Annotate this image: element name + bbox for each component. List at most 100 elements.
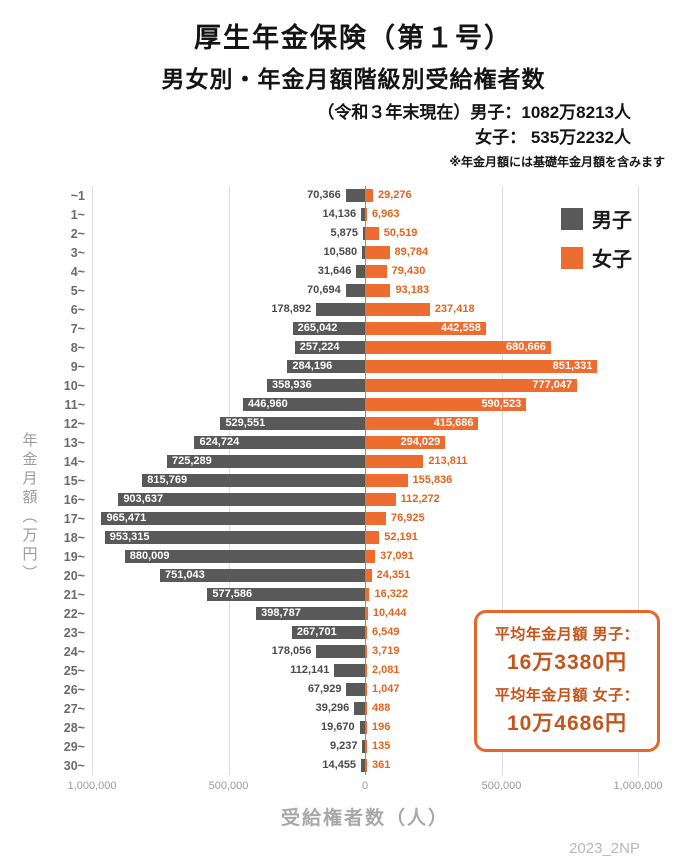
value-label-male: 965,471 bbox=[106, 512, 147, 525]
value-label-male: 10,580 bbox=[323, 246, 358, 259]
x-axis-title: 受給権者数（人） bbox=[280, 808, 449, 830]
female-half: 29,276 bbox=[365, 189, 638, 203]
bar-male: 284,196 bbox=[287, 360, 365, 374]
bar-female bbox=[365, 246, 390, 260]
bar-female: 590,523 bbox=[365, 398, 527, 412]
chart-row: 29~ 9,237 135 bbox=[46, 737, 638, 756]
male-half: 14,455 bbox=[92, 759, 365, 773]
category-label: 22~ bbox=[63, 606, 85, 621]
male-half: 725,289 bbox=[92, 455, 365, 469]
bar-male bbox=[334, 664, 365, 678]
bar-female bbox=[365, 284, 391, 298]
avg-female-label: 平均年金月額 女子： bbox=[494, 687, 640, 705]
female-half: 6,549 bbox=[365, 626, 638, 640]
male-half: 178,056 bbox=[92, 645, 365, 659]
value-label-male: 529,551 bbox=[225, 417, 266, 430]
value-label-male: 112,141 bbox=[290, 664, 330, 677]
chart-row: 30~ 14,455 361 bbox=[46, 756, 638, 775]
bar-female: 777,047 bbox=[365, 379, 578, 393]
bar-male: 953,315 bbox=[104, 531, 365, 545]
bar-male bbox=[361, 208, 365, 222]
bar-female: 294,029 bbox=[365, 436, 446, 450]
chart-row: 6~ 178,892 237,418 bbox=[46, 300, 638, 319]
female-half: 3,719 bbox=[365, 645, 638, 659]
chart-row: 23~ 267,701 6,549 bbox=[46, 623, 638, 642]
male-half: 577,586 bbox=[92, 588, 365, 602]
female-half: 93,183 bbox=[365, 284, 638, 298]
bar-female bbox=[365, 607, 368, 621]
chart-row: 14~ 725,289 213,811 bbox=[46, 452, 638, 471]
value-label-male: 14,455 bbox=[322, 759, 357, 772]
female-half: 590,523 bbox=[365, 398, 638, 412]
bar-female: 442,558 bbox=[365, 322, 486, 336]
category-label: 23~ bbox=[63, 625, 85, 640]
bar-male bbox=[363, 227, 365, 241]
legend-item-female: 女子 bbox=[561, 243, 632, 272]
female-half: 2,081 bbox=[365, 664, 638, 678]
bar-male: 257,224 bbox=[294, 341, 365, 355]
chart-row: ~1 70,366 29,276 bbox=[46, 186, 638, 205]
chart-row: 21~ 577,586 16,322 bbox=[46, 585, 638, 604]
value-label-female: 16,322 bbox=[374, 588, 409, 601]
bar-female bbox=[365, 588, 370, 602]
female-half: 50,519 bbox=[365, 227, 638, 241]
bar-male bbox=[345, 284, 365, 298]
female-half: 294,029 bbox=[365, 436, 638, 450]
bar-male: 529,551 bbox=[220, 417, 365, 431]
value-label-female: 29,276 bbox=[377, 189, 412, 202]
average-annotation-box: 平均年金月額 男子： 16万3380円 平均年金月額 女子： 10万4686円 bbox=[474, 610, 660, 753]
value-label-female: 93,183 bbox=[395, 284, 430, 297]
bar-male bbox=[356, 265, 365, 279]
bar-female bbox=[365, 721, 367, 735]
bar-rows: ~1 70,366 29,276 1~ 14,136 6,963 2~ 5,875 50,519… bbox=[46, 186, 638, 775]
bar-female bbox=[365, 208, 367, 222]
legend: 男子 女子 bbox=[561, 204, 632, 272]
bar-male: 398,787 bbox=[256, 607, 365, 621]
male-half: 31,646 bbox=[92, 265, 365, 279]
value-label-female: 37,091 bbox=[380, 550, 414, 563]
bar-male: 725,289 bbox=[167, 455, 365, 469]
female-half: 361 bbox=[365, 759, 638, 773]
male-half: 880,009 bbox=[92, 550, 365, 564]
bar-female bbox=[365, 645, 367, 659]
avg-male-label: 平均年金月額 男子： bbox=[494, 626, 640, 644]
category-label: 17~ bbox=[63, 511, 85, 526]
bar-male: 446,960 bbox=[242, 398, 365, 412]
value-label-female: 76,925 bbox=[391, 512, 425, 525]
page-title: 厚生年金保険（第１号） bbox=[194, 23, 513, 53]
value-label-female: 1,047 bbox=[372, 683, 400, 696]
value-label-male: 358,936 bbox=[272, 379, 312, 392]
footnote: ※年金月額には基礎年金月額を含みます bbox=[449, 155, 665, 170]
legend-label-male: 男子 bbox=[592, 210, 632, 233]
value-label-female: 590,523 bbox=[481, 398, 522, 411]
male-half: 5,875 bbox=[92, 227, 365, 241]
bar-female bbox=[365, 569, 372, 583]
value-label-male: 815,769 bbox=[147, 474, 188, 487]
category-label: 7~ bbox=[70, 321, 85, 336]
totals: （令和３年末現在）男子：1082万8213人 女子： 535万2232人 bbox=[12, 101, 695, 150]
female-total: 女子： 535万2232人 bbox=[475, 127, 631, 147]
value-label-female: 294,029 bbox=[400, 436, 441, 449]
y-axis-title-text: 年金月額（万円） bbox=[20, 432, 38, 585]
y-axis-title: 年金月額（万円） bbox=[12, 186, 46, 830]
value-label-female: 6,549 bbox=[372, 626, 400, 639]
chart-area: 年金月額（万円） ~1 70,366 29,276 1~ 14,136 6,963 2~ 5,… bbox=[12, 186, 695, 830]
female-half: 24,351 bbox=[365, 569, 638, 583]
male-half: 14,136 bbox=[92, 208, 365, 222]
value-label-female: 6,963 bbox=[372, 208, 400, 221]
category-label: 19~ bbox=[63, 549, 85, 564]
bar-female bbox=[365, 626, 367, 640]
value-label-female: 10,444 bbox=[372, 607, 407, 620]
bar-male bbox=[316, 303, 365, 317]
female-half: 89,784 bbox=[365, 246, 638, 260]
category-label: 14~ bbox=[63, 454, 85, 469]
bar-male bbox=[316, 645, 365, 659]
chart-row: 3~ 10,580 89,784 bbox=[46, 243, 638, 262]
value-label-female: 196 bbox=[372, 721, 391, 734]
chart-row: 17~ 965,471 76,925 bbox=[46, 509, 638, 528]
category-label: 2~ bbox=[70, 226, 85, 241]
bar-male: 358,936 bbox=[267, 379, 365, 393]
value-label-female: 135 bbox=[372, 740, 391, 753]
value-label-female: 52,191 bbox=[384, 531, 418, 544]
male-half: 70,694 bbox=[92, 284, 365, 298]
